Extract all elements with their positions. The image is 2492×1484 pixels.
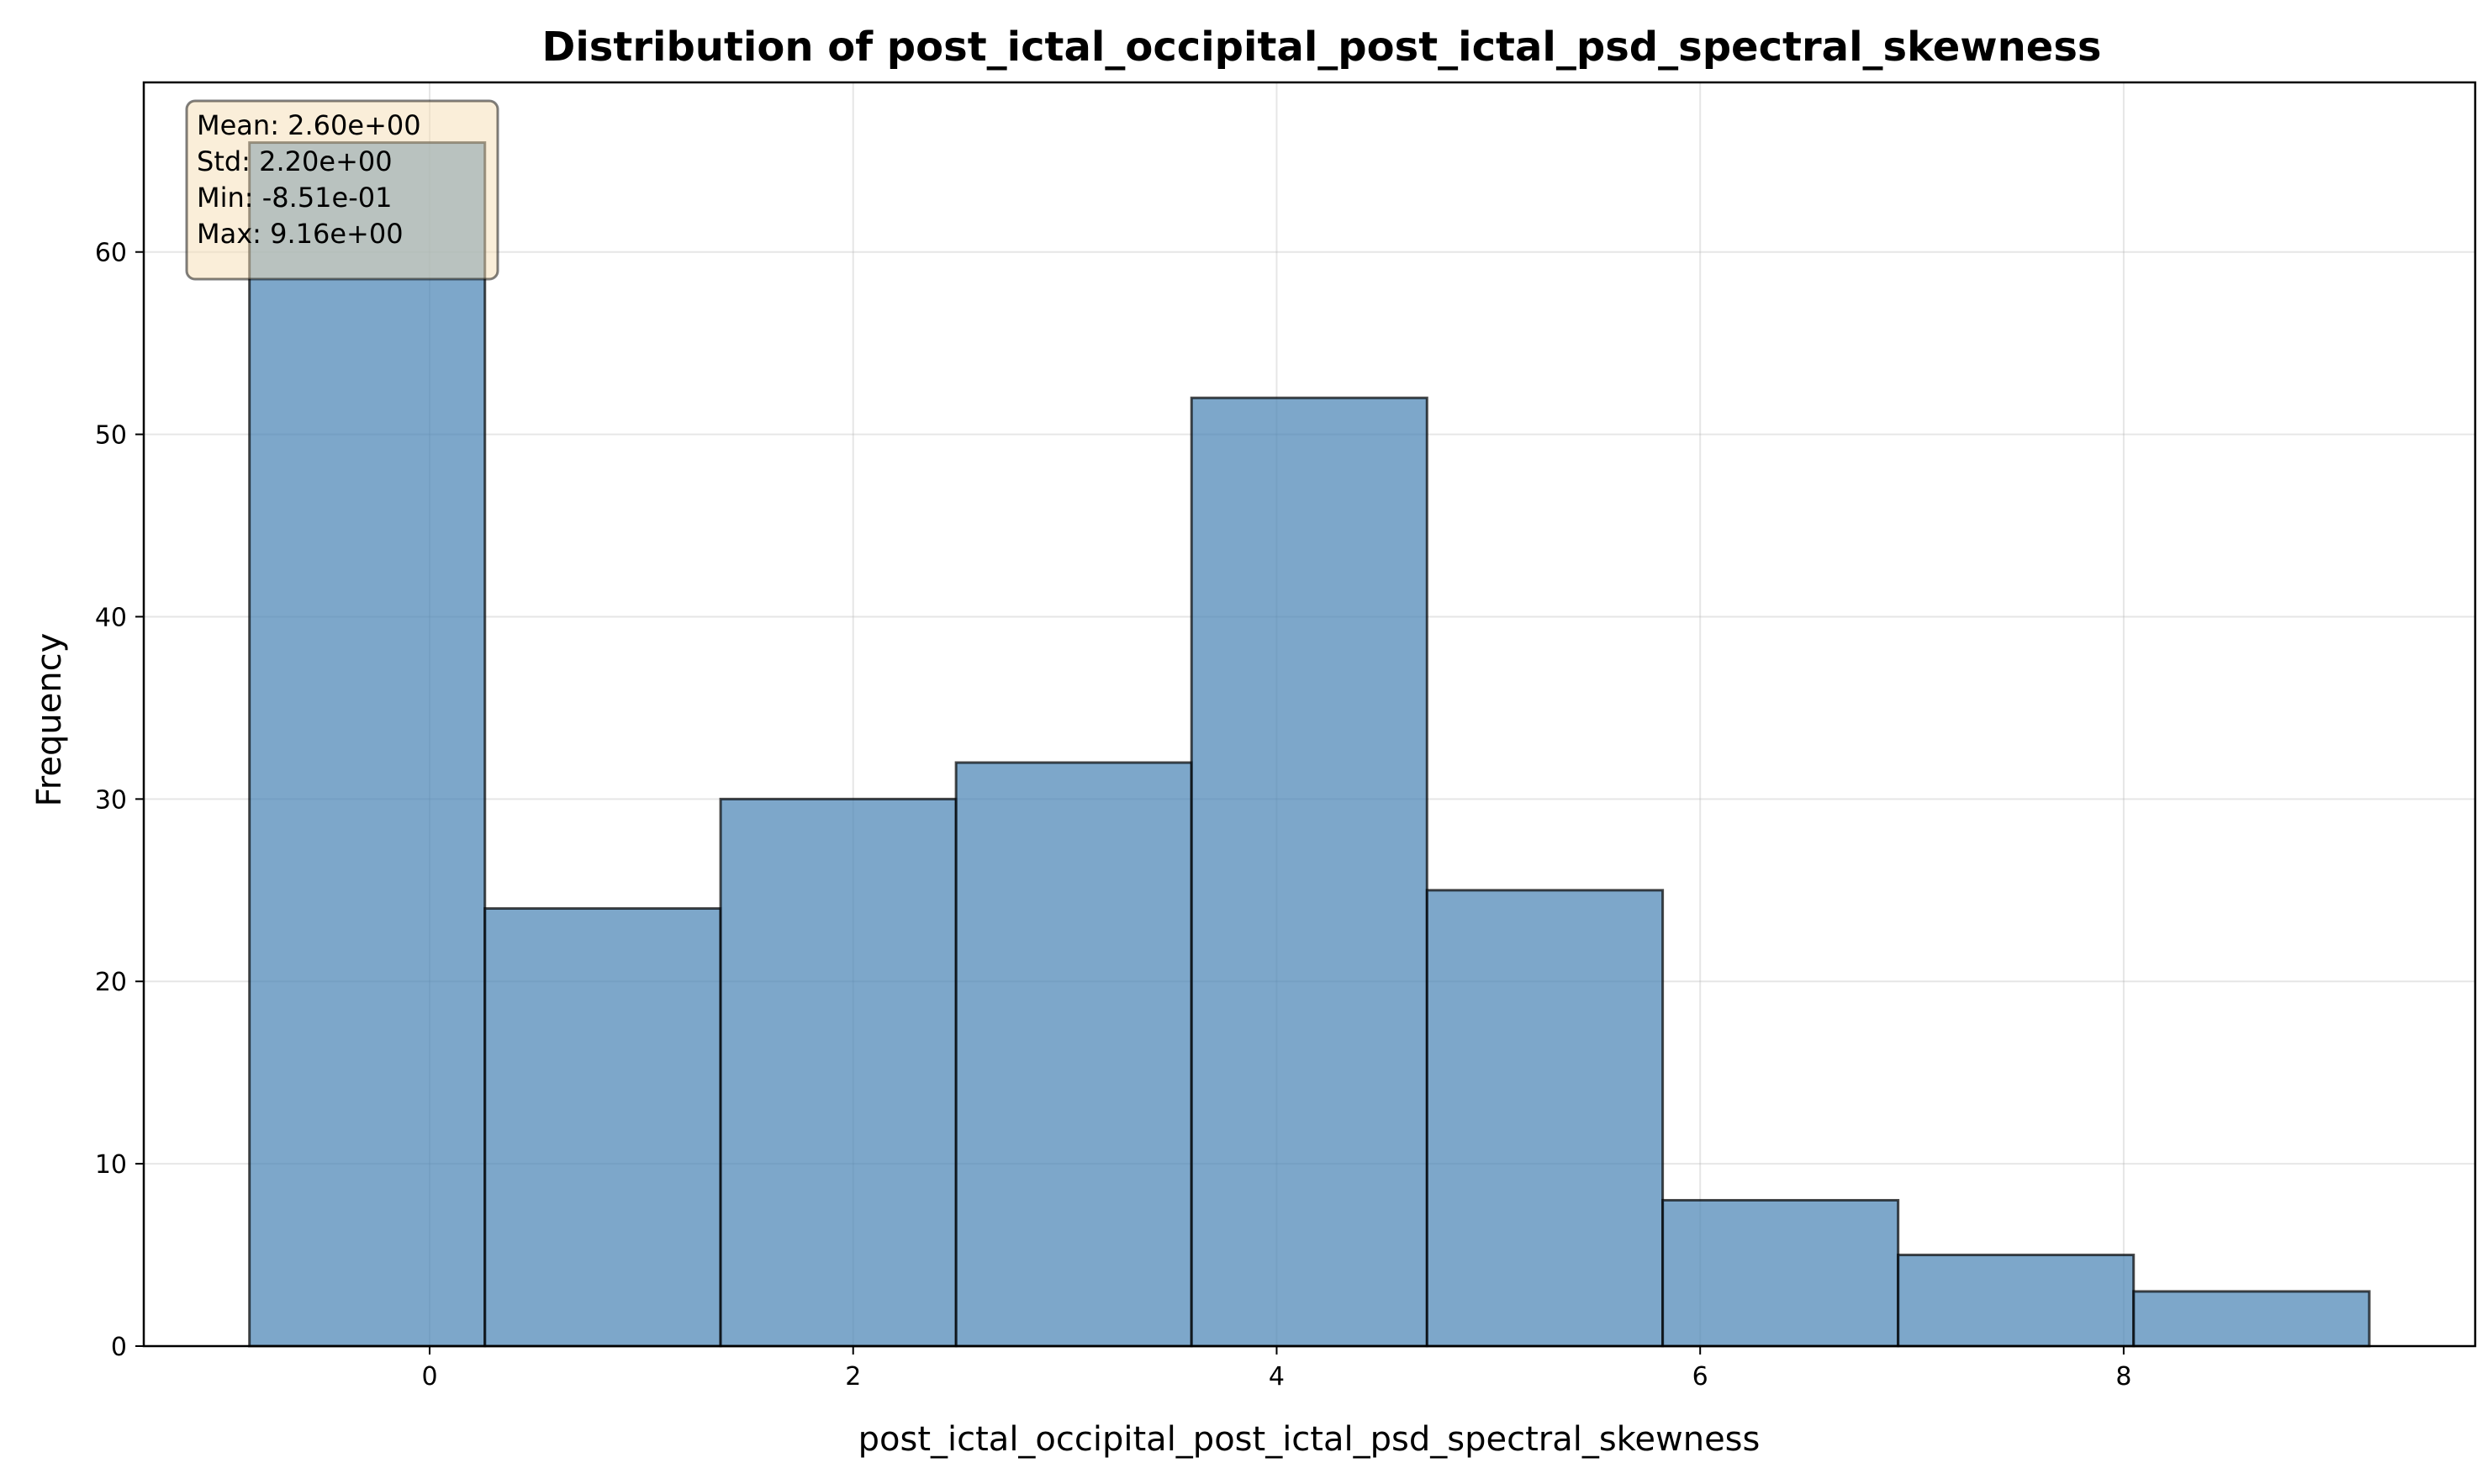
- y-tick-label: 60: [95, 239, 127, 268]
- plot-frame: [142, 81, 2477, 1348]
- histogram-bar: [483, 906, 722, 1348]
- x-axis-title: post_ictal_occipital_post_ictal_psd_spec…: [858, 1420, 1761, 1459]
- stats-std: Std: 2.20e+00: [197, 145, 393, 177]
- x-tick-label: 0: [421, 1362, 437, 1392]
- y-axis-title: Frequency: [30, 633, 69, 807]
- y-tick-label: 10: [95, 1150, 127, 1180]
- y-tick-label: 20: [95, 968, 127, 997]
- histogram-bar: [954, 761, 1193, 1348]
- x-tick-label: 6: [1692, 1362, 1708, 1392]
- histogram-bar: [248, 141, 487, 1348]
- stats-mean: Mean: 2.60e+00: [197, 109, 421, 141]
- stats-box-background: [185, 99, 499, 281]
- y-tick-label: 0: [111, 1333, 127, 1362]
- histogram-bars: [248, 141, 2371, 1348]
- chart-title: Distribution of post_ictal_occipital_pos…: [542, 24, 2102, 71]
- stats-min: Min: -8.51e-01: [197, 182, 392, 214]
- y-tick-label: 30: [95, 785, 127, 815]
- histogram-bar: [1897, 1254, 2136, 1348]
- y-tick-label: 50: [95, 421, 127, 451]
- y-tick-label: 40: [95, 603, 127, 632]
- histogram-bar: [2132, 1290, 2371, 1348]
- x-tick-label: 8: [2115, 1362, 2131, 1392]
- x-tick-label: 4: [1269, 1362, 1285, 1392]
- histogram-bar: [1425, 889, 1665, 1348]
- histogram-bar: [719, 797, 958, 1348]
- x-axis-ticks: 0 2 4 6 8: [421, 1346, 2131, 1392]
- stats-box: Mean: 2.60e+00 Std: 2.20e+00 Min: -8.51e…: [185, 99, 499, 281]
- x-tick-label: 2: [845, 1362, 861, 1392]
- histogram-bar: [1190, 396, 1428, 1348]
- histogram-bar: [1661, 1198, 1900, 1348]
- y-axis-ticks: 0 10 20 30 40 50 60: [95, 239, 144, 1362]
- stats-max: Max: 9.16e+00: [197, 218, 404, 250]
